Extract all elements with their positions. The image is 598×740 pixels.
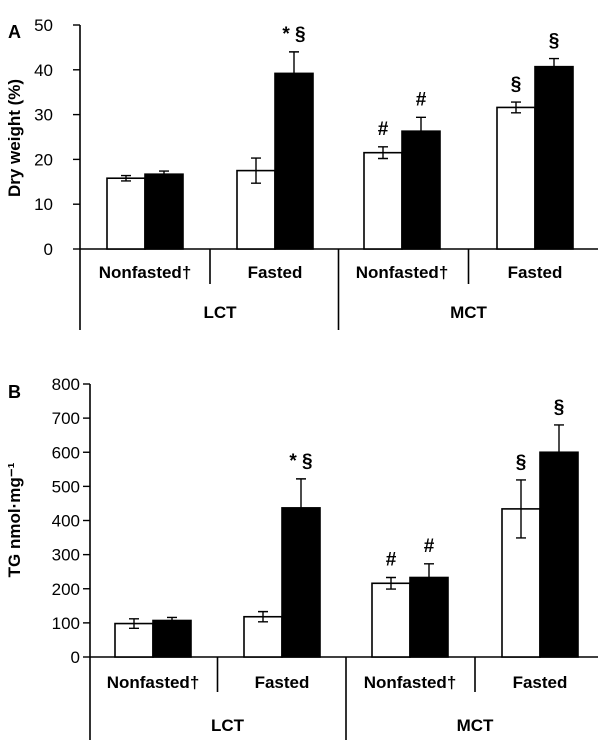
error-bar-open-B-2 bbox=[386, 576, 396, 590]
significance-marker-A-2-open: # bbox=[378, 119, 389, 140]
group-label-A-2: Nonfasted† bbox=[356, 263, 449, 282]
bar-open-B-2 bbox=[371, 582, 411, 658]
bar-open-B-3 bbox=[501, 508, 541, 658]
bar-filled-B-3 bbox=[539, 451, 579, 658]
group-label-B-1: Fasted bbox=[255, 673, 310, 692]
significance-marker-A-3-open: § bbox=[511, 74, 522, 95]
category-label-B-1: MCT bbox=[457, 716, 494, 735]
significance-marker-B-1-filled: * § bbox=[289, 451, 312, 472]
error-bar-open-A-1 bbox=[251, 157, 261, 184]
significance-marker-B-2-open: # bbox=[386, 549, 397, 570]
error-bar-filled-A-3 bbox=[549, 57, 559, 76]
group-label-A-1: Fasted bbox=[248, 263, 303, 282]
group-label-B-2: Nonfasted† bbox=[364, 673, 457, 692]
error-bar-open-A-0 bbox=[121, 174, 131, 182]
bar-filled-A-1 bbox=[274, 72, 314, 250]
bar-open-A-2 bbox=[363, 151, 403, 250]
y-tick-label-B: 800 bbox=[52, 375, 80, 394]
error-bar-filled-B-1 bbox=[296, 478, 306, 538]
category-label-A-0: LCT bbox=[203, 303, 237, 322]
y-tick-label-A: 30 bbox=[34, 106, 53, 125]
bar-open-B-0 bbox=[114, 622, 154, 658]
error-bar-open-A-2 bbox=[378, 146, 388, 160]
error-bar-open-A-3 bbox=[511, 101, 521, 114]
y-axis-title-A: Dry weight (%) bbox=[5, 79, 24, 197]
y-tick-label-B: 0 bbox=[71, 648, 80, 667]
category-label-A-1: MCT bbox=[450, 303, 487, 322]
bar-open-A-0 bbox=[106, 177, 146, 250]
group-label-A-0: Nonfasted† bbox=[99, 263, 192, 282]
significance-marker-A-2-filled: # bbox=[416, 89, 427, 110]
bar-filled-A-3 bbox=[534, 65, 574, 250]
y-tick-label-B: 200 bbox=[52, 580, 80, 599]
y-tick-label-A: 20 bbox=[34, 150, 53, 169]
significance-marker-B-3-filled: § bbox=[554, 397, 565, 418]
significance-marker-B-3-open: § bbox=[516, 452, 527, 473]
y-tick-label-B: 100 bbox=[52, 614, 80, 633]
bar-filled-B-0 bbox=[152, 619, 192, 658]
error-bar-filled-A-2 bbox=[416, 116, 426, 146]
error-bar-filled-A-0 bbox=[159, 170, 169, 179]
significance-marker-A-1-filled: * § bbox=[282, 24, 305, 45]
y-tick-label-B: 400 bbox=[52, 512, 80, 531]
group-label-B-0: Nonfasted† bbox=[107, 673, 200, 692]
error-bar-filled-B-2 bbox=[424, 563, 434, 592]
y-tick-label-B: 300 bbox=[52, 546, 80, 565]
error-bar-filled-B-3 bbox=[554, 424, 564, 481]
y-axis-title-B: TG nmol·mg⁻¹ bbox=[5, 462, 24, 577]
error-bar-open-B-3 bbox=[516, 479, 526, 539]
bar-open-A-3 bbox=[496, 106, 536, 250]
panel-letter-B: B bbox=[8, 382, 21, 402]
y-tick-label-B: 700 bbox=[52, 409, 80, 428]
error-bar-filled-B-0 bbox=[167, 616, 177, 625]
y-tick-label-A: 40 bbox=[34, 61, 53, 80]
y-tick-label-A: 50 bbox=[34, 16, 53, 35]
group-label-B-3: Fasted bbox=[513, 673, 568, 692]
category-label-B-0: LCT bbox=[211, 716, 245, 735]
error-bar-filled-A-1 bbox=[289, 51, 299, 96]
panel-letter-A: A bbox=[8, 22, 21, 42]
y-tick-label-B: 500 bbox=[52, 477, 80, 496]
significance-marker-A-3-filled: § bbox=[549, 31, 560, 52]
significance-marker-B-2-filled: # bbox=[424, 536, 435, 557]
y-tick-label-B: 600 bbox=[52, 443, 80, 462]
y-tick-label-A: 0 bbox=[44, 240, 53, 259]
bar-open-B-1 bbox=[243, 615, 283, 658]
bar-filled-A-0 bbox=[144, 173, 184, 250]
bar-filled-A-2 bbox=[401, 130, 441, 250]
error-bar-open-B-1 bbox=[258, 610, 268, 623]
group-label-A-3: Fasted bbox=[508, 263, 563, 282]
error-bar-open-B-0 bbox=[129, 618, 139, 630]
y-tick-label-A: 10 bbox=[34, 195, 53, 214]
